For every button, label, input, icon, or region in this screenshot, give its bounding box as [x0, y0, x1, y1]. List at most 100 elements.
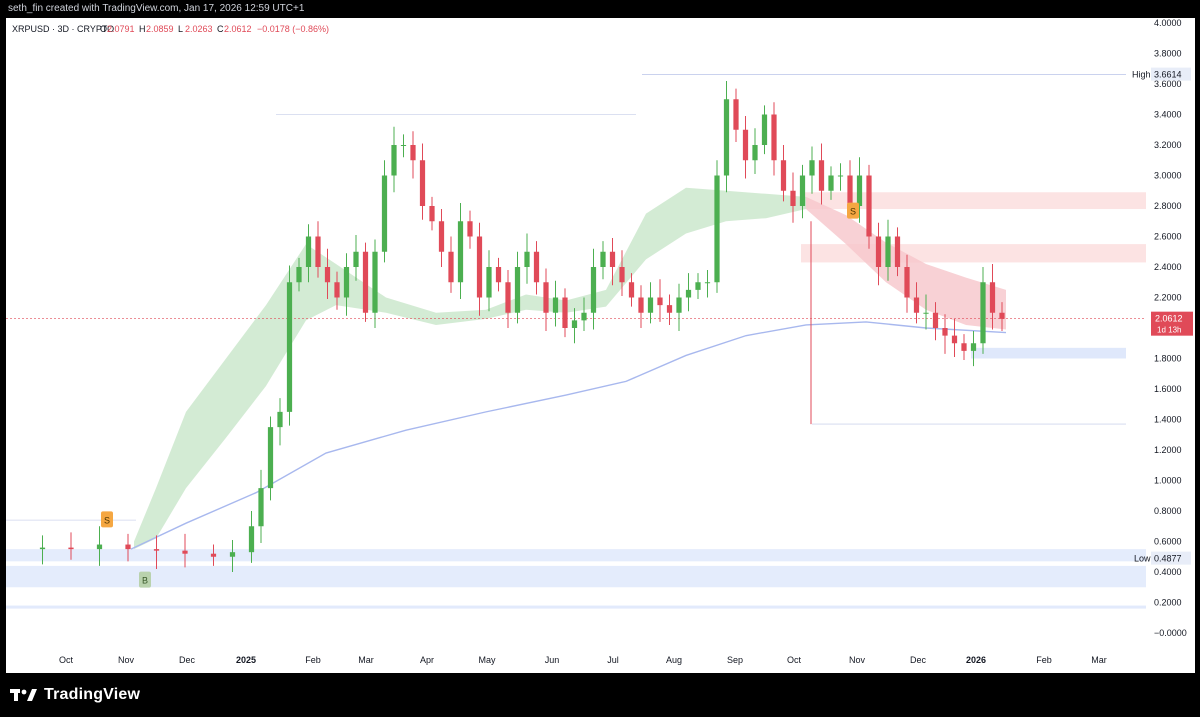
legend-close-value: 2.0612 — [224, 24, 252, 34]
price-tick: 1.8000 — [1154, 354, 1182, 364]
candle-body — [372, 251, 378, 313]
legend-low-label: L — [178, 24, 183, 34]
sell-marker-2: S — [847, 202, 859, 219]
buy-marker-label: B — [142, 576, 148, 586]
candle-body — [885, 236, 891, 267]
time-tick: Oct — [59, 655, 74, 665]
time-tick: 2025 — [236, 655, 256, 665]
time-tick: May — [478, 655, 496, 665]
candle-body — [505, 282, 511, 313]
price-tick: 0.8000 — [1154, 506, 1182, 516]
price-tick: 4.0000 — [1154, 18, 1182, 28]
candle-body — [182, 550, 188, 554]
candle-body — [524, 251, 530, 267]
candle-body — [400, 145, 407, 146]
candle-body — [419, 160, 426, 206]
chart-canvas[interactable]: S B S 4.0000 3.8000 3.6000 3.4000 3.2000 3.0000… — [6, 18, 1195, 673]
candle-body — [999, 312, 1005, 319]
candle-body — [210, 553, 217, 557]
candle-body — [657, 297, 663, 306]
candle-body — [334, 282, 340, 298]
candle-body — [438, 221, 445, 252]
candle-body — [486, 267, 492, 298]
ema-cloud-bearish — [806, 196, 1006, 330]
buy-marker-box — [139, 571, 151, 588]
sell-marker-1: S — [101, 511, 113, 528]
time-tick: Apr — [420, 655, 434, 665]
candle-body — [742, 129, 749, 161]
candle-body — [495, 267, 502, 283]
candle-body — [761, 114, 768, 145]
candle-body — [343, 267, 350, 298]
legend-symbol: XRPUSD · 3D · CRYPTO — [12, 24, 114, 34]
time-tick: Jun — [545, 655, 560, 665]
zones-layer — [6, 192, 1146, 609]
candle-body — [533, 251, 540, 283]
candle-body — [296, 267, 302, 283]
tradingview-icon — [10, 689, 37, 701]
candle-body — [448, 251, 454, 283]
price-tick: 1.4000 — [1154, 415, 1182, 425]
candle-body — [248, 526, 255, 553]
candle-body — [714, 175, 720, 283]
legend-open-value: 2.0791 — [107, 24, 135, 34]
time-axis: Oct Nov Dec 2025 Feb Mar Apr May Jun Jul Aug Sep Oct… — [59, 655, 1107, 665]
candle-body — [562, 297, 568, 328]
legend-close-label: C — [217, 24, 224, 34]
candle-body — [96, 544, 103, 550]
time-tick: Dec — [179, 655, 196, 665]
time-tick: Feb — [1036, 655, 1052, 665]
candle-body — [571, 320, 578, 328]
candle-body — [315, 236, 321, 267]
tradingview-brand: TradingView — [44, 686, 141, 703]
price-chart[interactable]: S B S 4.0000 3.8000 3.6000 3.4000 3.2000 3.0000… — [6, 18, 1195, 673]
sell-marker-2-label: S — [850, 207, 856, 217]
candle-body — [286, 282, 293, 412]
price-tick: 2.8000 — [1154, 201, 1182, 211]
candle-body — [381, 175, 388, 252]
price-tick: −0.0000 — [1154, 628, 1187, 638]
last-price-value: 2.0612 — [1155, 314, 1183, 324]
candle-body — [647, 297, 654, 313]
candle-body — [353, 251, 359, 267]
candle-body — [771, 114, 777, 161]
candle-body — [799, 175, 806, 206]
price-tick: 2.2000 — [1154, 293, 1182, 303]
candle-body — [467, 221, 473, 237]
candle-body — [752, 145, 758, 161]
legend-high-label: H — [139, 24, 146, 34]
price-tick: 3.4000 — [1154, 110, 1182, 120]
candle-body — [600, 251, 606, 267]
time-tick: Feb — [305, 655, 321, 665]
candle-body — [790, 190, 796, 206]
candle-body — [809, 160, 815, 176]
candle-body — [847, 175, 853, 206]
price-tick: 0.2000 — [1154, 598, 1182, 608]
ema-cloud-bullish — [134, 187, 806, 550]
candles-layer — [39, 80, 1005, 572]
candle-body — [856, 175, 863, 206]
candle-body — [362, 251, 369, 313]
bar-countdown: 1d 13h — [1157, 326, 1181, 335]
candle-body — [410, 145, 416, 161]
candle-body — [818, 160, 825, 191]
support-zone-low — [6, 549, 1146, 562]
time-tick: 2026 — [966, 655, 986, 665]
price-tick: 2.6000 — [1154, 232, 1182, 242]
low-tag: Low — [1134, 554, 1151, 564]
tradingview-logo[interactable]: TradingView — [10, 686, 140, 704]
sell-marker-2-box — [847, 202, 859, 219]
legend-low-value: 2.0263 — [185, 24, 213, 34]
markers-layer: S B S — [101, 202, 859, 588]
legend-high-value: 2.0859 — [146, 24, 174, 34]
price-tick: 3.0000 — [1154, 171, 1182, 181]
candle-body — [391, 145, 397, 176]
time-tick: Sep — [727, 655, 743, 665]
high-price-value: 3.6614 — [1154, 70, 1182, 80]
candle-body — [894, 236, 901, 267]
time-tick: Oct — [787, 655, 802, 665]
candle-body — [676, 297, 682, 313]
price-tick: 3.2000 — [1154, 140, 1182, 150]
